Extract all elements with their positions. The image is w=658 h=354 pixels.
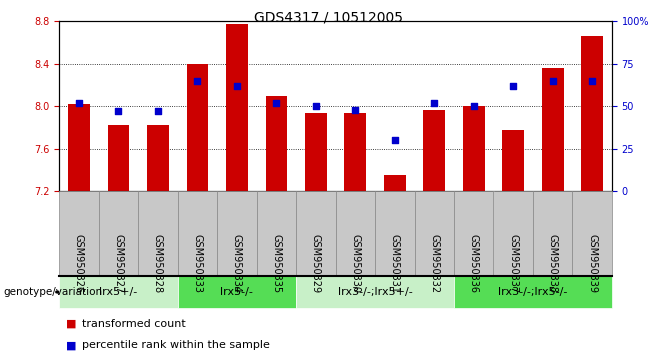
Bar (384, 175, 405, 191)
Point (390, 137, 400, 143)
Text: GSM950326: GSM950326 (74, 234, 84, 293)
Text: GSM950333: GSM950333 (192, 234, 203, 293)
Text: lrx5-/-: lrx5-/- (220, 287, 253, 297)
Bar (107, 125, 129, 191)
Point (587, 78, 597, 84)
Bar (265, 96, 287, 191)
Text: GSM950327: GSM950327 (113, 234, 124, 293)
Bar (344, 113, 366, 191)
Text: transformed count: transformed count (82, 319, 186, 329)
Text: GSM950331: GSM950331 (390, 234, 400, 293)
Point (350, 107, 361, 113)
Point (547, 78, 558, 84)
Text: GSM950337: GSM950337 (508, 234, 519, 293)
Point (232, 83, 242, 88)
Bar (186, 64, 208, 191)
Text: genotype/variation: genotype/variation (3, 287, 103, 297)
Bar (147, 125, 168, 191)
Point (153, 108, 163, 114)
Text: GSM950335: GSM950335 (271, 234, 282, 293)
Point (271, 100, 282, 105)
Point (113, 108, 124, 114)
Bar (581, 36, 603, 191)
Text: lrx3-/-;lrx5+/-: lrx3-/-;lrx5+/- (338, 287, 413, 297)
Text: GSM950330: GSM950330 (350, 234, 361, 293)
Text: lrx3-/-;lrx5-/-: lrx3-/-;lrx5-/- (498, 287, 568, 297)
Bar (502, 130, 524, 191)
Text: GDS4317 / 10512005: GDS4317 / 10512005 (255, 11, 403, 25)
Text: GSM950328: GSM950328 (153, 234, 163, 293)
Bar (463, 106, 484, 191)
Text: GSM950336: GSM950336 (468, 234, 479, 293)
Text: ■: ■ (66, 319, 76, 329)
Point (468, 103, 479, 109)
Point (192, 78, 203, 84)
Text: ■: ■ (66, 340, 76, 350)
Point (429, 100, 440, 105)
Bar (226, 24, 247, 191)
Bar (542, 68, 563, 191)
Text: GSM950334: GSM950334 (232, 234, 242, 293)
Bar (68, 104, 89, 191)
Text: GSM950339: GSM950339 (587, 234, 597, 293)
Text: percentile rank within the sample: percentile rank within the sample (82, 340, 270, 350)
Point (311, 103, 321, 109)
Bar (423, 110, 445, 191)
Point (74, 100, 84, 105)
Text: GSM950329: GSM950329 (311, 234, 321, 293)
Point (508, 83, 519, 88)
Text: GSM950332: GSM950332 (429, 234, 440, 293)
Bar (305, 113, 326, 191)
Text: lrx5+/-: lrx5+/- (99, 287, 138, 297)
Text: GSM950338: GSM950338 (547, 234, 558, 293)
